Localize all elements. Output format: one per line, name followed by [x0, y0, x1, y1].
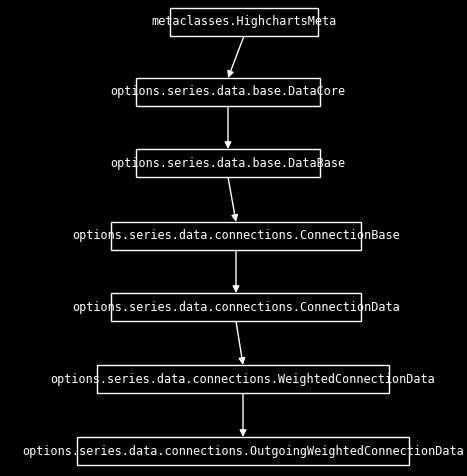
- Bar: [136, 78, 320, 106]
- Bar: [111, 293, 361, 321]
- Text: options.series.data.connections.OutgoingWeightedConnectionData: options.series.data.connections.Outgoing…: [22, 445, 464, 457]
- Bar: [170, 8, 318, 36]
- Text: options.series.data.connections.ConnectionData: options.series.data.connections.Connecti…: [72, 300, 400, 314]
- Text: options.series.data.base.DataCore: options.series.data.base.DataCore: [110, 86, 346, 99]
- Text: options.series.data.connections.ConnectionBase: options.series.data.connections.Connecti…: [72, 229, 400, 242]
- Bar: [136, 149, 320, 177]
- Text: options.series.data.connections.WeightedConnectionData: options.series.data.connections.Weighted…: [50, 373, 435, 386]
- Bar: [111, 222, 361, 250]
- Bar: [77, 437, 409, 465]
- Bar: [97, 365, 389, 393]
- Text: options.series.data.base.DataBase: options.series.data.base.DataBase: [110, 157, 346, 169]
- Text: metaclasses.HighchartsMeta: metaclasses.HighchartsMeta: [151, 16, 337, 29]
